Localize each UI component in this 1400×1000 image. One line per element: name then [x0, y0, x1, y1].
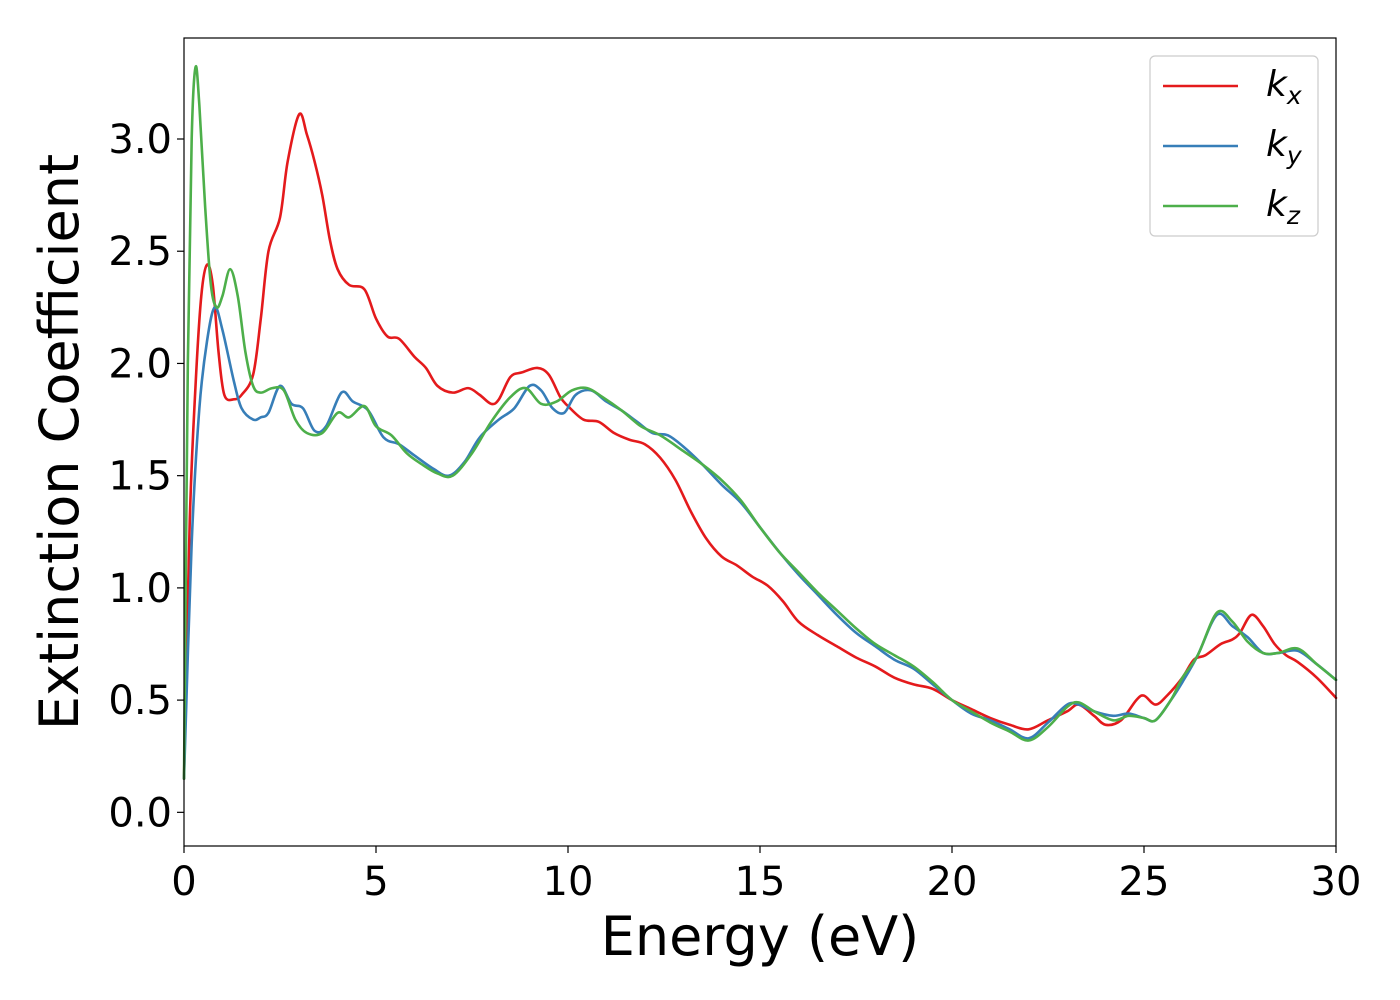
- x-tick-label: 20: [927, 859, 978, 905]
- y-axis-label: Extinction Coefficient: [28, 154, 91, 730]
- x-tick-label: 30: [1311, 859, 1362, 905]
- x-axis-label: Energy (eV): [601, 905, 920, 968]
- y-tick-label: 1.0: [108, 566, 172, 612]
- series-line-kx: [182, 112, 1338, 780]
- x-tick-label: 25: [1119, 859, 1170, 905]
- y-tick-label: 3.0: [108, 117, 172, 163]
- y-tick-label: 2.5: [108, 229, 172, 275]
- y-tick-label: 0.5: [108, 678, 172, 724]
- x-tick-label: 15: [735, 859, 786, 905]
- x-tick-label: 10: [543, 859, 594, 905]
- y-tick-label: 0.0: [108, 790, 172, 836]
- x-tick-label: 0: [171, 859, 196, 905]
- plot-lines: [182, 64, 1338, 780]
- y-axis: 0.0 0.5 1.0 1.5 2.0 2.5 3.0: [108, 117, 184, 836]
- x-tick-label: 5: [363, 859, 388, 905]
- series-line-kz: [182, 64, 1338, 780]
- x-axis: 0 5 10 15 20 25 30: [171, 846, 1361, 905]
- y-tick-label: 2.0: [108, 341, 172, 387]
- y-tick-label: 1.5: [108, 454, 172, 500]
